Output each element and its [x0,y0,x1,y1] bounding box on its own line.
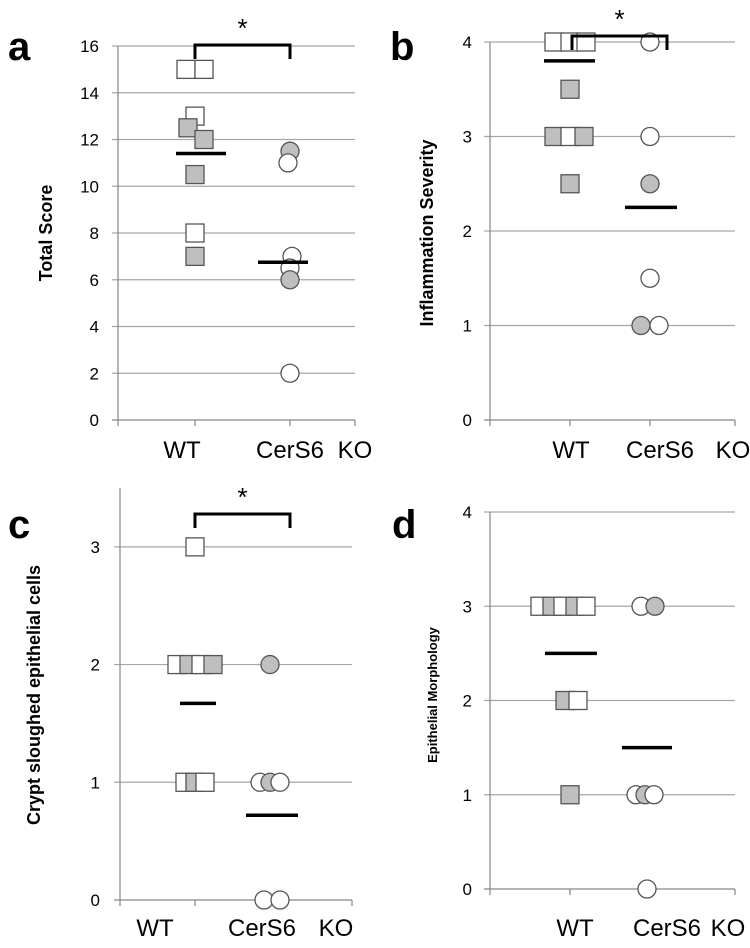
panel-label: b [390,25,414,69]
ko-data-point [631,315,651,336]
ko-data-point [640,174,660,194]
ko-data-point [280,363,300,383]
wt-data-point [176,59,196,80]
y-tick-label: 4 [90,318,99,337]
ko-data-point [270,772,290,792]
category-label: WT [556,915,594,942]
wt-data-point [574,126,594,147]
wt-data-point [185,164,205,185]
y-tick-label: 0 [91,891,100,910]
significance-star: * [237,13,247,43]
y-tick-label: 0 [90,411,99,430]
significance-star: * [614,4,624,34]
ko-data-point [280,270,300,290]
ko-data-point [649,315,669,336]
category-label: KO [319,915,354,942]
ko-data-point [270,890,290,910]
y-tick-label: 2 [90,364,99,383]
y-axis-label: Crypt sloughed epithelial cells [24,565,44,825]
ko-data-point [637,879,657,899]
ko-data-point [254,890,274,910]
y-tick-label: 2 [463,222,472,241]
ko-data-point [640,268,660,288]
y-tick-label: 3 [91,538,100,557]
significance-bracket [193,512,292,528]
wt-data-point [195,772,215,792]
y-tick-label: 2 [91,656,100,675]
significance-star: * [237,482,247,512]
ko-data-point [644,785,664,805]
y-tick-label: 12 [80,131,99,150]
category-label: CerS6 [626,437,694,464]
wt-data-point [544,32,564,52]
panel-label: a [8,25,31,69]
wt-data-point [560,785,580,805]
ko-data-point [640,126,660,147]
panel-label: d [392,503,416,547]
wt-data-point [568,690,588,711]
wt-data-point [560,174,580,194]
y-tick-label: 0 [463,411,472,430]
wt-data-point [194,59,214,80]
y-tick-label: 1 [463,317,472,336]
wt-data-point [178,118,198,138]
y-tick-label: 1 [463,786,472,805]
ko-data-point [260,654,280,675]
wt-data-point [544,126,564,147]
wt-data-point [576,596,596,616]
y-tick-label: 4 [463,33,472,52]
category-label: WT [552,437,590,464]
y-axis-label: Inflammation Severity [417,139,437,326]
y-tick-label: 2 [463,692,472,711]
category-label: KO [711,915,746,942]
y-tick-label: 16 [80,37,99,56]
y-axis-label: Total Score [36,185,56,282]
wt-data-point [185,223,205,243]
y-tick-label: 3 [463,597,472,616]
ko-data-point [645,596,665,616]
category-label: CerS6 [228,915,296,942]
y-tick-label: 0 [463,880,472,899]
y-tick-label: 8 [90,224,99,243]
wt-data-point [203,654,223,675]
category-label: WT [136,915,174,942]
y-tick-label: 1 [91,773,100,792]
y-tick-label: 3 [463,128,472,147]
significance-bracket [193,43,292,59]
category-label: CerS6 [256,437,324,464]
wt-data-point [185,537,205,557]
wt-data-point [560,79,580,99]
wt-data-point [185,246,205,267]
panel-label: c [8,503,30,547]
significance-bracket [570,34,669,50]
y-tick-label: 14 [80,84,99,103]
y-tick-label: 10 [80,177,99,196]
y-tick-label: 4 [463,503,472,522]
category-label: CerS6 [633,915,701,942]
category-label: KO [716,437,750,464]
y-tick-label: 6 [90,271,99,290]
wt-data-point [194,129,214,150]
y-axis-label: Epithelial Morphology [425,626,440,763]
ko-data-point [278,153,298,173]
category-label: KO [338,437,373,464]
category-label: WT [163,437,201,464]
